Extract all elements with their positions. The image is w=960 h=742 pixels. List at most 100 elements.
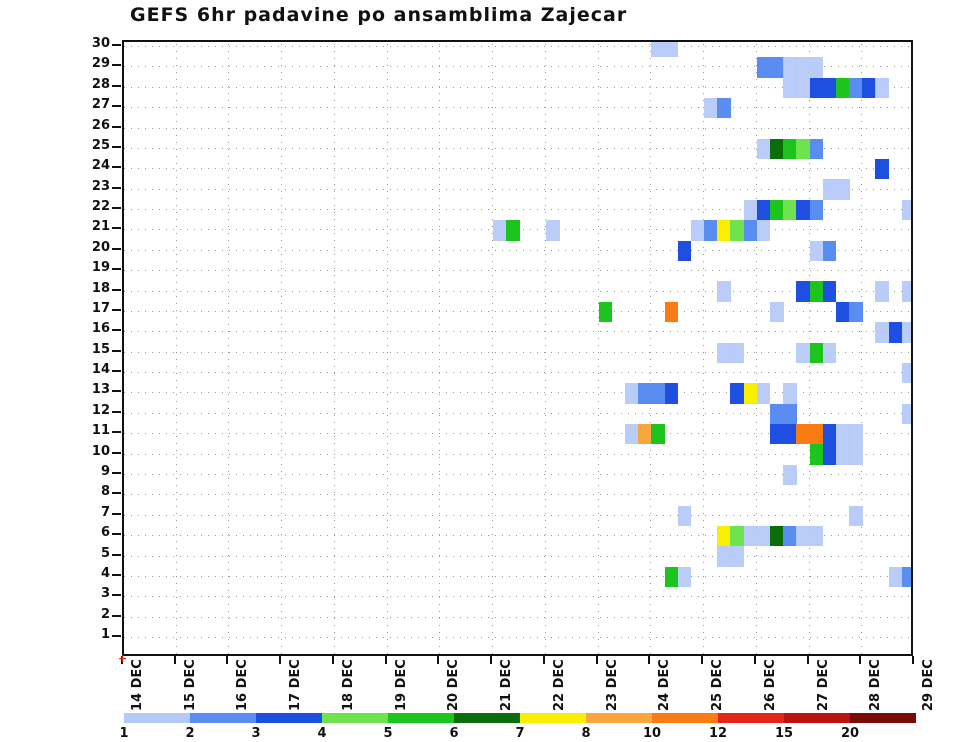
y-tick <box>112 410 121 413</box>
x-tick <box>490 656 493 664</box>
x-tick-label: 18 DEC <box>340 659 356 711</box>
y-tick-label: 9 <box>100 463 110 479</box>
precip-cell <box>901 403 911 425</box>
x-tick-label: 25 DEC <box>710 659 726 711</box>
precip-cell <box>664 383 679 404</box>
y-tick <box>112 247 121 250</box>
precip-cell <box>783 403 797 425</box>
legend-tick-label: 10 <box>642 726 662 741</box>
row-gridline <box>124 46 911 47</box>
legend-color-segment <box>388 713 454 723</box>
legend-color-segment <box>586 713 652 723</box>
precip-cell <box>730 342 745 363</box>
x-tick <box>806 656 809 664</box>
precip-cell <box>783 138 797 160</box>
y-tick <box>112 125 121 128</box>
precip-cell <box>809 77 824 98</box>
y-tick-label: 2 <box>100 606 110 622</box>
y-tick-label: 8 <box>100 484 110 500</box>
day-gridline <box>703 42 705 654</box>
plot-area <box>122 40 913 656</box>
legend-tick-label: 15 <box>774 726 794 741</box>
precip-cell <box>822 240 837 261</box>
precip-cell <box>796 342 811 363</box>
y-tick-label: 29 <box>91 56 110 72</box>
precip-cell <box>717 342 731 363</box>
y-tick-label: 10 <box>91 443 110 459</box>
y-tick-label: 6 <box>100 525 110 541</box>
precip-cell <box>809 57 824 78</box>
precip-cell <box>704 97 718 119</box>
day-gridline <box>650 42 652 654</box>
precip-cell <box>822 77 837 98</box>
y-tick-label: 30 <box>91 36 110 51</box>
precip-cell <box>849 77 863 98</box>
precip-cell <box>677 566 692 588</box>
precip-cell <box>730 546 745 567</box>
origin-marker: + <box>118 652 128 665</box>
precip-cell <box>809 424 824 445</box>
y-tick-label: 17 <box>91 300 110 316</box>
legend-tick-label: 1 <box>119 726 129 741</box>
precip-cell <box>717 97 731 119</box>
y-tick <box>112 166 121 169</box>
row-gridline <box>124 596 911 598</box>
y-tick-label: 20 <box>91 239 110 255</box>
precip-cell <box>783 525 797 547</box>
legend-tick-label: 4 <box>317 726 327 741</box>
row-gridline <box>124 290 911 292</box>
precip-cell <box>901 362 911 384</box>
day-gridline <box>439 42 441 654</box>
row-gridline <box>124 107 911 109</box>
row-gridline <box>124 616 911 618</box>
row-gridline <box>124 310 911 312</box>
row-gridline <box>124 86 911 88</box>
y-tick <box>112 105 121 108</box>
precip-cell <box>717 546 731 567</box>
x-tick-label: 19 DEC <box>393 659 409 711</box>
precip-cell <box>822 179 837 200</box>
y-tick-label: 24 <box>91 158 110 174</box>
legend-color-segment <box>322 713 388 723</box>
row-gridline <box>124 575 911 577</box>
y-tick-label: 25 <box>91 137 110 153</box>
row-gridline <box>124 66 911 68</box>
precip-cell <box>638 424 652 445</box>
row-gridline <box>124 127 911 129</box>
y-tick <box>112 573 121 576</box>
legend-tick-label: 7 <box>515 726 525 741</box>
precip-cell <box>835 424 850 445</box>
chart-title: GEFS 6hr padavine po ansamblima Zajecar <box>130 4 628 26</box>
row-gridline <box>124 433 911 435</box>
row-gridline <box>124 535 911 537</box>
y-tick <box>112 533 121 536</box>
precip-cell <box>506 220 520 241</box>
precip-cell <box>730 383 745 404</box>
precip-cell <box>769 525 784 547</box>
precip-cell <box>849 444 863 465</box>
y-tick-label: 16 <box>91 321 110 337</box>
y-tick <box>112 594 121 597</box>
precip-cell <box>783 464 797 486</box>
y-tick <box>112 492 121 495</box>
row-gridline <box>124 209 911 211</box>
precip-cell <box>717 281 731 302</box>
legend-color-segment <box>520 713 586 723</box>
precip-cell <box>756 57 771 78</box>
x-tick <box>384 656 387 664</box>
precip-cell <box>756 199 771 221</box>
y-tick-label: 4 <box>100 565 110 581</box>
y-tick <box>112 84 121 87</box>
y-tick-label: 23 <box>91 178 110 194</box>
day-gridline <box>333 42 335 654</box>
precip-cell <box>835 179 850 200</box>
precip-cell <box>638 383 652 404</box>
day-gridline <box>861 42 863 654</box>
x-tick-label: 21 DEC <box>499 659 515 711</box>
x-tick-label: 20 DEC <box>446 659 462 711</box>
precip-cell <box>717 525 731 547</box>
precip-cell <box>901 322 911 343</box>
x-tick <box>648 656 651 664</box>
row-gridline <box>124 351 911 353</box>
precip-cell <box>783 424 797 445</box>
